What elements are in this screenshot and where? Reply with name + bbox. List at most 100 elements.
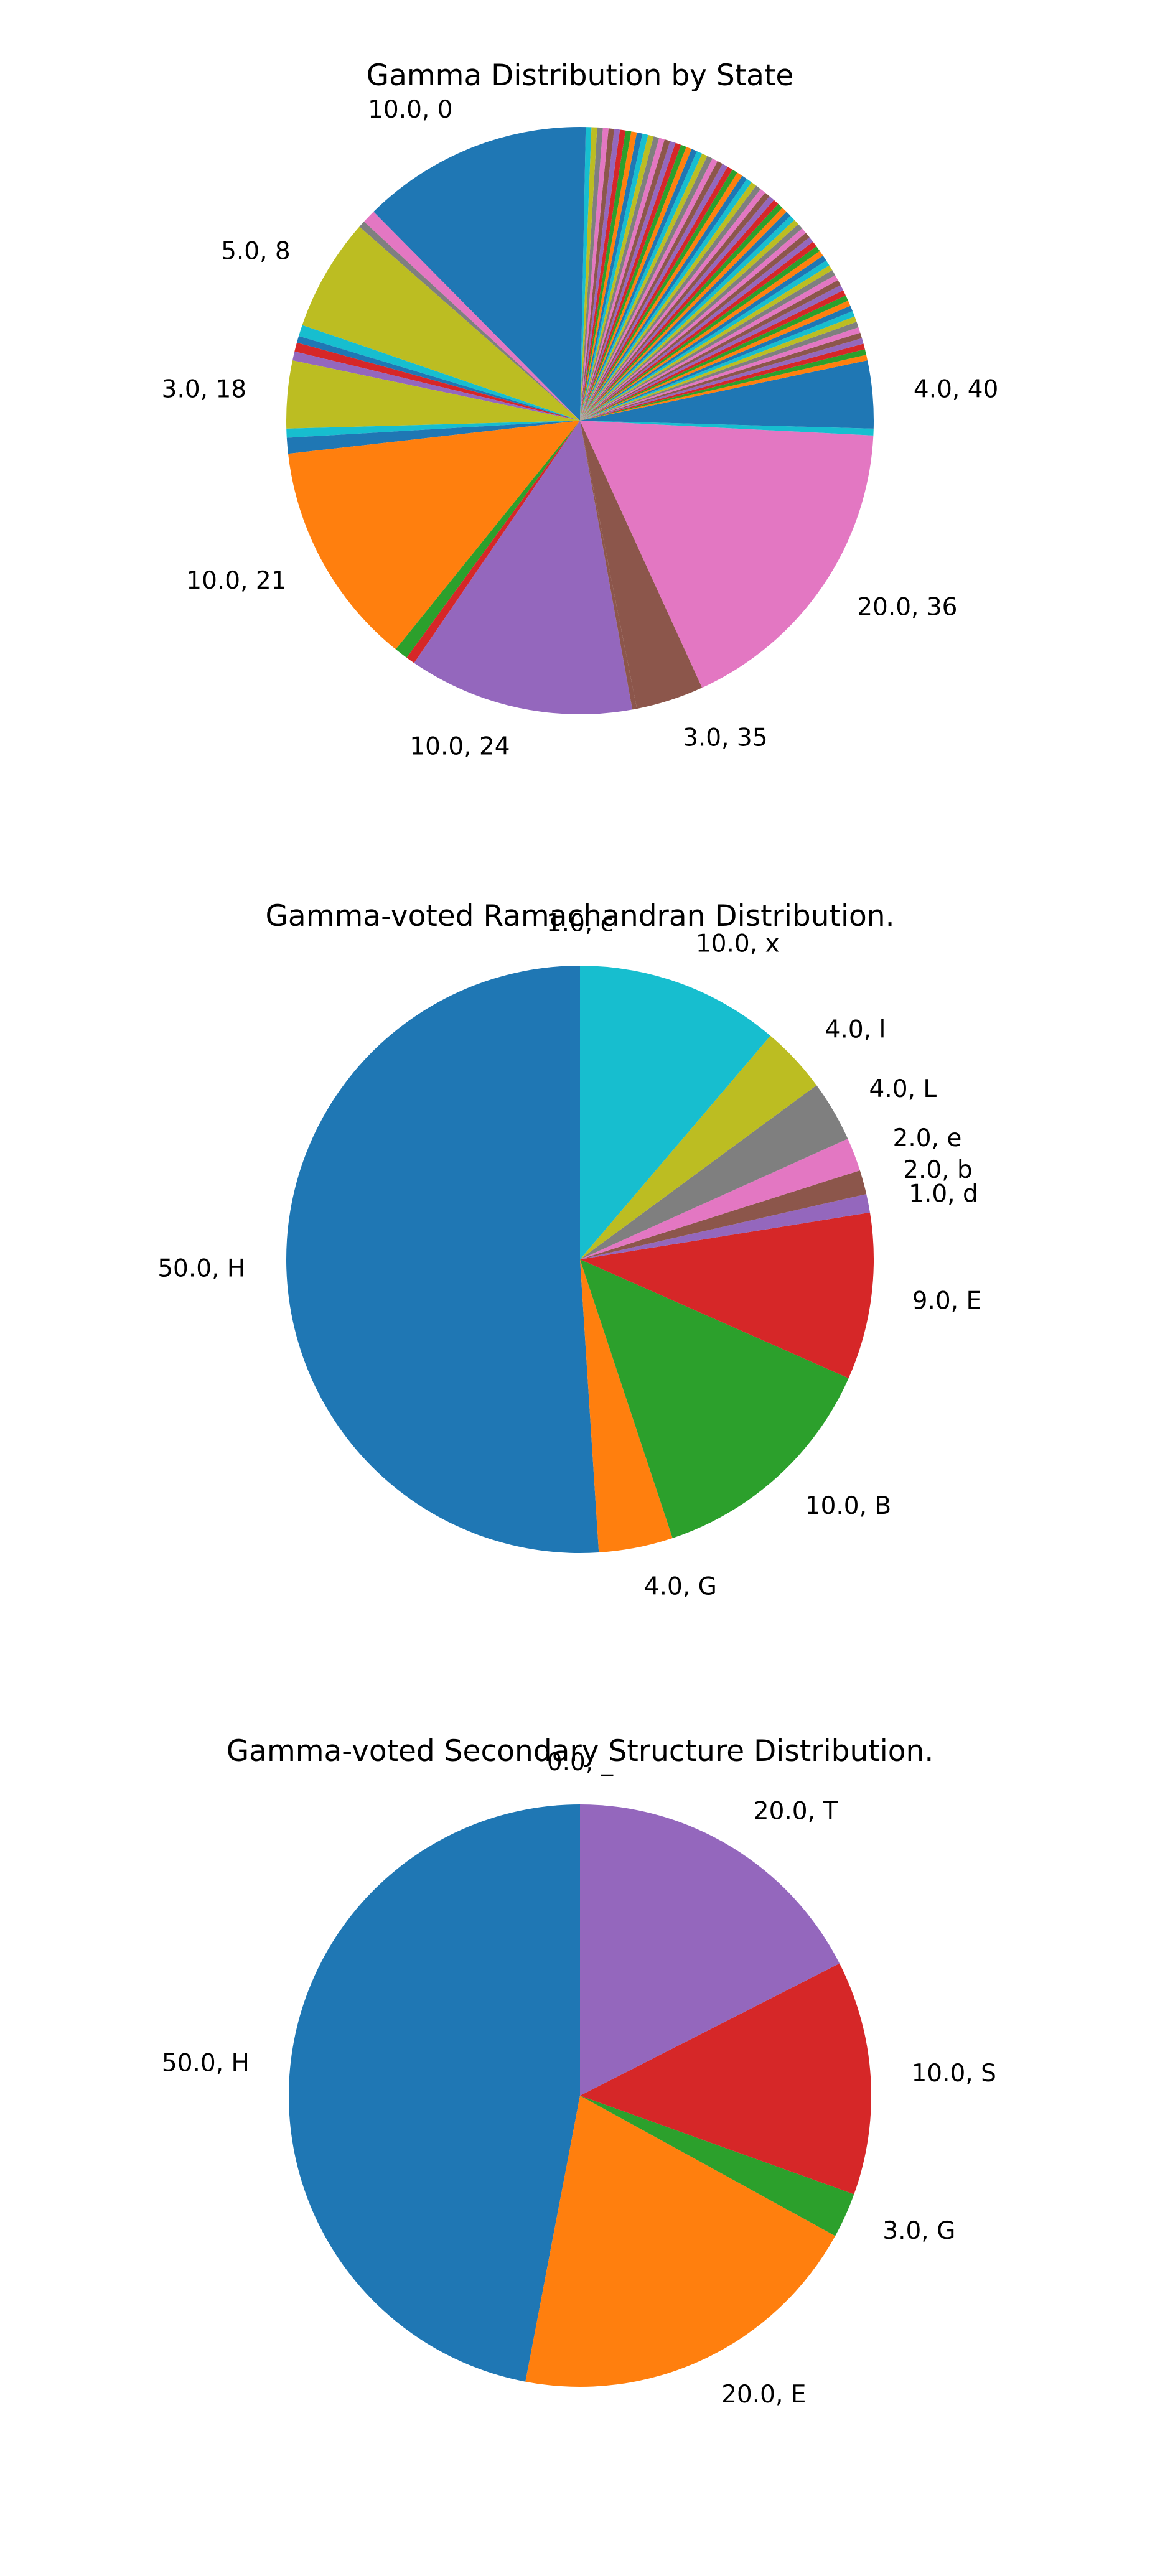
pie-slice-minor: [580, 280, 841, 421]
pie-slice-minor: [580, 131, 637, 421]
secondary-structure-pie-chart: Gamma-voted Secondary Structure Distribu…: [162, 1734, 996, 2409]
pie-slice: [286, 966, 599, 1553]
pie-slice-minor: [580, 251, 823, 421]
pie-slice-minor: [580, 322, 859, 421]
pie-slice-minor: [580, 153, 708, 421]
pie-slice-minor: [580, 129, 620, 421]
pie-slice: [580, 421, 874, 436]
pie-slice-minor: [580, 349, 866, 421]
pie-slice: [363, 212, 580, 421]
slice-label: 4.0, G: [644, 1573, 717, 1601]
pie-slice-minor: [580, 290, 846, 421]
pie-slice: [395, 421, 580, 658]
pie-slice: [580, 1139, 860, 1259]
pie-slice-minor: [580, 127, 597, 421]
slice-label: 10.0, x: [696, 930, 780, 958]
pie-slice: [299, 325, 580, 421]
pie-slice: [580, 1035, 817, 1259]
pie-slice-minor: [580, 127, 603, 421]
pie-slice-minor: [580, 203, 783, 421]
slice-label: 50.0, H: [157, 1255, 245, 1283]
pie-slice-minor: [580, 220, 798, 421]
pie-slice: [580, 2096, 854, 2236]
pie-slice-minor: [580, 179, 752, 421]
pie-slice-minor: [580, 169, 737, 421]
pie-slice: [580, 360, 874, 429]
pie-slice-minor: [580, 207, 787, 421]
pie-slice-minor: [580, 134, 654, 421]
slice-label: 0.0, _: [547, 1748, 614, 1776]
slice-label: 2.0, b: [903, 1156, 973, 1184]
slice-label: 1.0, c: [546, 909, 614, 937]
pie-slice-minor: [580, 127, 592, 421]
slice-label: 10.0, 0: [368, 96, 452, 124]
pie-slice: [294, 342, 580, 421]
pie-slice-minor: [580, 161, 723, 421]
pie-slice: [359, 222, 580, 421]
pie-slice-minor: [580, 270, 835, 421]
pie-slice-minor: [580, 237, 813, 421]
slice-label: 2.0, e: [893, 1124, 962, 1152]
pie-slice-minor: [580, 301, 851, 421]
pie-slice-minor: [580, 149, 697, 421]
pie-slice-minor: [580, 133, 648, 421]
pie-slice-minor: [580, 355, 868, 421]
slice-label: 10.0, 24: [409, 733, 510, 761]
pie-slice-minor: [580, 136, 660, 421]
slice-label: 5.0, 8: [221, 237, 291, 265]
pie-slice-minor: [580, 185, 761, 421]
pie-slice: [580, 1170, 867, 1259]
pie-slice-minor: [580, 343, 865, 421]
chart-title: Gamma-voted Secondary Structure Distribu…: [227, 1734, 934, 1768]
pie-slice-minor: [580, 338, 864, 421]
slice-label: 3.0, G: [882, 2217, 955, 2245]
pie-slice-minor: [580, 295, 848, 421]
pie-slice: [580, 1259, 673, 1553]
pie-slice-minor: [580, 332, 863, 421]
pie-slice-minor: [580, 285, 843, 421]
chart-title: Gamma Distribution by State: [367, 58, 794, 93]
pie-slice-minor: [580, 228, 806, 421]
pie-slice-minor: [580, 128, 615, 421]
pie-slice: [292, 351, 580, 421]
slice-label: 4.0, L: [869, 1075, 937, 1103]
slice-label: 10.0, S: [911, 2060, 996, 2088]
pie-slice-minor: [580, 212, 791, 421]
pie-slice: [286, 421, 580, 438]
pie-slice: [580, 1259, 849, 1538]
pie-slice: [288, 421, 580, 650]
chart-title: Gamma-voted Ramachandran Distribution.: [265, 899, 894, 933]
ramachandran-pie-chart: Gamma-voted Ramachandran Distribution. 5…: [157, 899, 981, 1601]
pie-slice-minor: [580, 130, 632, 421]
pie-slice: [580, 966, 770, 1259]
pie-slice: [580, 421, 874, 688]
pie-slice-minor: [580, 141, 676, 421]
pie-slice: [288, 1804, 580, 2382]
pie-slice-minor: [580, 246, 820, 421]
pie-slice-minor: [580, 144, 686, 421]
pie-slice-minor: [580, 200, 779, 421]
pie-slice-minor: [580, 142, 681, 421]
slice-label: 20.0, 36: [857, 594, 957, 622]
pie-slice-minor: [580, 311, 855, 421]
pie-slice: [302, 226, 580, 421]
pie-slice-minor: [580, 175, 747, 421]
pie-slice-minor: [580, 127, 586, 421]
pie-slice: [286, 421, 580, 454]
pie-slice-minor: [580, 128, 609, 421]
pie-slice: [525, 2096, 836, 2387]
slice-label: 20.0, E: [721, 2381, 806, 2409]
pie-slice: [414, 421, 633, 714]
slice-label: 10.0, 21: [186, 567, 286, 595]
pie-slice-minor: [580, 192, 770, 421]
pie-slice-minor: [580, 189, 765, 421]
pie-slice: [580, 1193, 870, 1259]
slice-label: 50.0, H: [162, 2049, 250, 2077]
pie-slice-minor: [580, 260, 830, 421]
pie-slice-minor: [580, 166, 732, 421]
pie-slice-minor: [580, 265, 833, 421]
pie-slice-minor: [580, 182, 757, 421]
pie-slice-minor: [580, 275, 838, 421]
